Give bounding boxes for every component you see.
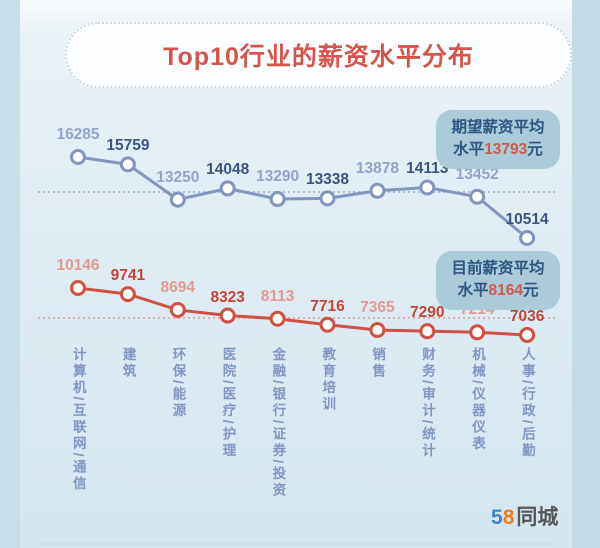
expected-salary-legend: 期望薪资平均 水平13793元 xyxy=(436,110,560,169)
chart-title: Top10行业的薪资水平分布 xyxy=(163,43,474,71)
left-margin-band xyxy=(0,0,20,548)
58tongcheng-logo: 58同城 xyxy=(491,507,558,528)
chart-title-banner: Top10行业的薪资水平分布 xyxy=(65,22,572,88)
logo-wordmark: 同城 xyxy=(516,506,559,529)
expected-average-value: 13793 xyxy=(484,141,528,159)
bottom-dotted-divider xyxy=(30,543,557,545)
logo-digit-5: 5 xyxy=(491,506,503,529)
current-salary-legend: 目前薪资平均 水平8164元 xyxy=(436,251,560,310)
current-average-value: 8164 xyxy=(488,282,523,300)
right-margin-band xyxy=(572,0,600,548)
expected-legend-line1: 期望薪资平均 xyxy=(451,119,545,136)
logo-digit-8: 8 xyxy=(502,506,515,529)
expected-legend-line2: 水平13793元 xyxy=(453,141,543,159)
current-legend-line2: 水平8164元 xyxy=(457,282,539,300)
current-legend-line1: 目前薪资平均 xyxy=(451,260,545,277)
